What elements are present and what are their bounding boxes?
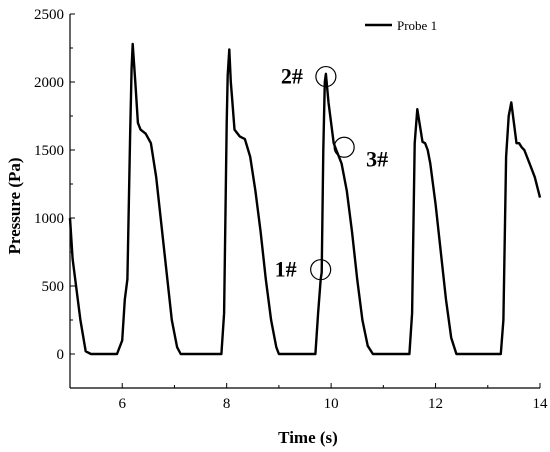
series-line-probe-1 bbox=[68, 42, 542, 356]
y-tick-label: 1500 bbox=[34, 143, 64, 159]
annotation-label: 2# bbox=[281, 64, 303, 89]
annotation-label: 3# bbox=[366, 146, 388, 171]
x-axis-title: Time (s) bbox=[278, 428, 338, 447]
legend-label-probe-1: Probe 1 bbox=[397, 18, 437, 33]
x-tick-label: 8 bbox=[223, 396, 231, 412]
x-tick-label: 12 bbox=[428, 396, 443, 412]
x-tick-label: 14 bbox=[533, 396, 549, 412]
x-tick-label: 6 bbox=[118, 396, 126, 412]
annotation-circle bbox=[315, 65, 337, 88]
y-axis-title: Pressure (Pa) bbox=[5, 157, 24, 254]
annotation-label: 1# bbox=[275, 257, 297, 282]
annotation-layer: 1# 2# 3# bbox=[275, 64, 389, 282]
annotation-circle bbox=[333, 136, 355, 158]
y-tick-label: 1000 bbox=[34, 211, 64, 227]
series-layer bbox=[68, 42, 542, 356]
x-tick-label: 10 bbox=[324, 396, 339, 412]
y-axis-ticks: 0 500 1000 1500 2000 2500 bbox=[34, 7, 75, 363]
y-tick-label: 0 bbox=[57, 347, 65, 363]
plot-frame bbox=[69, 14, 540, 389]
y-tick-label: 2000 bbox=[34, 75, 64, 91]
x-axis-ticks: 6 8 10 12 14 bbox=[69, 383, 549, 412]
annotation-circle bbox=[310, 259, 332, 281]
y-tick-label: 500 bbox=[42, 279, 65, 295]
y-tick-label: 2500 bbox=[34, 7, 64, 23]
legend: Probe 1 bbox=[365, 18, 437, 33]
